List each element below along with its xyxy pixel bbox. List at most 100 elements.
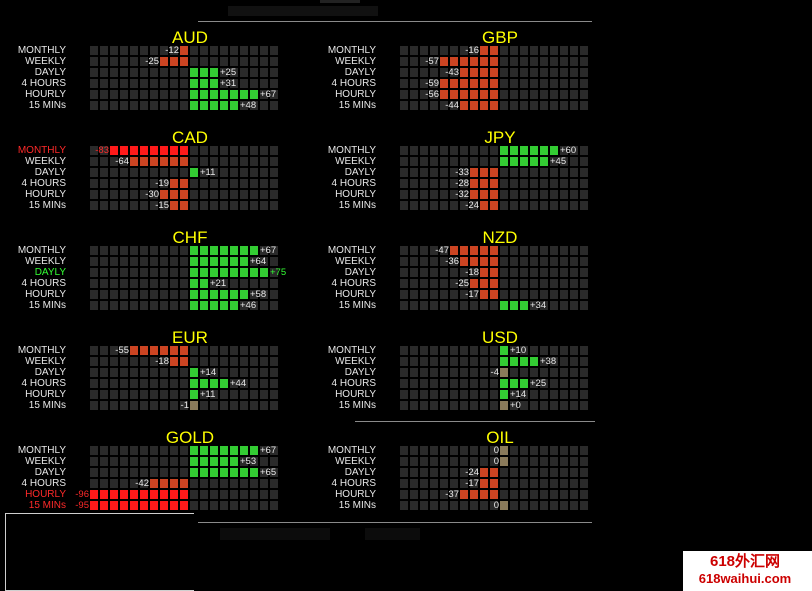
row-value: -43 [445, 67, 459, 78]
row-value: +75 [270, 267, 287, 278]
bar-segment [220, 101, 228, 110]
row-label: MONTHLY [327, 45, 376, 56]
row-value: +38 [540, 356, 557, 367]
row-value: +60 [560, 145, 577, 156]
bar-segment [440, 90, 448, 99]
bar-segment [210, 468, 218, 477]
bar-segment [240, 257, 248, 266]
row-value: -44 [445, 100, 459, 111]
bar-segment [520, 379, 528, 388]
bar-segment [170, 490, 178, 499]
panel-chf: CHF MONTHLY +67 WEEKLY +64 DAYLY +75 4 HOURS +21… [10, 228, 310, 326]
bar-segment [260, 268, 268, 277]
bar-segment [110, 490, 118, 499]
bar-segment [220, 90, 228, 99]
row-label: HOURLY [25, 189, 66, 200]
bar-segment [250, 90, 258, 99]
bar-segment [200, 446, 208, 455]
bar-segment [540, 157, 548, 166]
row-value: -96 [75, 489, 89, 500]
row-label: 4 HOURS [331, 78, 376, 89]
row-value: -30 [145, 189, 159, 200]
row-value: +67 [260, 445, 277, 456]
bar-segment [190, 368, 198, 377]
bar-segment [470, 57, 478, 66]
row-value: +65 [260, 467, 277, 478]
row-label: HOURLY [25, 89, 66, 100]
bar-segment [190, 268, 198, 277]
bar-segment [230, 468, 238, 477]
bar-segment [140, 157, 148, 166]
bar-segment [490, 479, 498, 488]
row-value: -17 [465, 478, 479, 489]
bar-segment [480, 268, 488, 277]
panel-eur: EUR MONTHLY -55 WEEKLY -18 DAYLY +14 4 HOURS +44… [10, 328, 310, 426]
bar-segment [530, 146, 538, 155]
bar-segment [490, 279, 498, 288]
row-label: MONTHLY [327, 445, 376, 456]
bar-segment [160, 190, 168, 199]
row-label: WEEKLY [25, 56, 66, 67]
bar-segment [190, 457, 198, 466]
bar-segment [220, 468, 228, 477]
bar-segment [520, 157, 528, 166]
bar-segment [490, 57, 498, 66]
bar-segment [500, 357, 508, 366]
bar-segment [190, 68, 198, 77]
bar-segment [230, 290, 238, 299]
bar-segment [500, 146, 508, 155]
bar-segment [90, 490, 98, 499]
row-value: -59 [425, 78, 439, 89]
bar-segment [500, 157, 508, 166]
bar-segment [480, 201, 488, 210]
bar-segment [190, 168, 198, 177]
row-value: +25 [530, 378, 547, 389]
bar-segment [490, 90, 498, 99]
bar-segment [180, 179, 188, 188]
bar-segment [150, 346, 158, 355]
row-label: 4 HOURS [21, 278, 66, 289]
bar-segment [120, 146, 128, 155]
bar-segment [490, 490, 498, 499]
row-value: +25 [220, 67, 237, 78]
row-value: -24 [465, 467, 479, 478]
bar-segment [130, 501, 138, 510]
bar-segment [470, 101, 478, 110]
bar-segment [240, 90, 248, 99]
row-value: +11 [200, 389, 216, 400]
bar-segment [190, 101, 198, 110]
bar-segment [150, 157, 158, 166]
bar-segment [120, 501, 128, 510]
bar-segment [220, 457, 228, 466]
bar-segment [100, 501, 108, 510]
row-value: -32 [455, 189, 469, 200]
bar-segment [160, 490, 168, 499]
panel-jpy: JPY MONTHLY +60 WEEKLY +45 DAYLY -33 4 HOURS -28… [320, 128, 620, 226]
bar-segment [500, 446, 508, 455]
bar-segment [210, 68, 218, 77]
row-value: +11 [200, 167, 216, 178]
bar-segment [480, 290, 488, 299]
bottom-divider [198, 522, 592, 523]
bar-segment [190, 468, 198, 477]
bar-segment [490, 268, 498, 277]
bar-segment [200, 457, 208, 466]
bar-segment [170, 190, 178, 199]
bar-segment [220, 246, 228, 255]
row-label: 4 HOURS [21, 378, 66, 389]
row-value: -28 [455, 178, 469, 189]
bar-segment [550, 146, 558, 155]
row-value: -19 [155, 178, 169, 189]
bar-segment [190, 79, 198, 88]
bar-segment [490, 257, 498, 266]
bar-segment [480, 479, 488, 488]
bar-segment [480, 79, 488, 88]
bar-segment [500, 390, 508, 399]
bar-segment [140, 346, 148, 355]
strength-grid [400, 146, 592, 212]
row-value: -47 [435, 245, 449, 256]
row-label: HOURLY [335, 489, 376, 500]
bar-segment [140, 146, 148, 155]
bar-segment [490, 68, 498, 77]
bar-segment [470, 90, 478, 99]
